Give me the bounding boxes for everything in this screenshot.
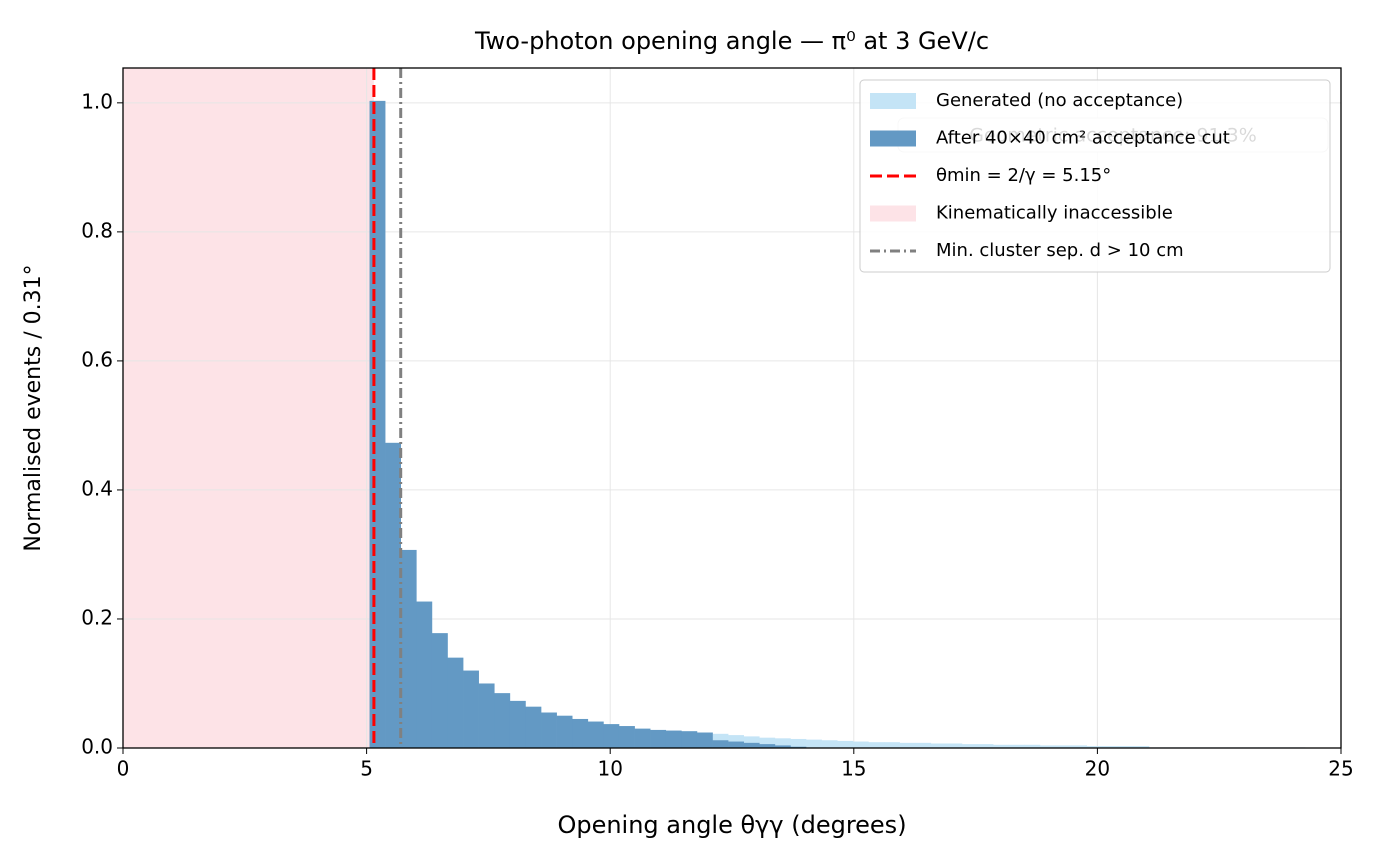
y-tick-label: 0.2 — [81, 605, 113, 629]
histogram-bar — [790, 738, 807, 748]
histogram-bar — [899, 742, 916, 748]
legend-label: Kinematically inaccessible — [936, 203, 1173, 224]
histogram-bar — [369, 100, 386, 749]
histogram-bar — [541, 712, 557, 748]
x-axis-label: Opening angle θγγ (degrees) — [557, 811, 906, 839]
x-tick-label: 20 — [1085, 757, 1110, 781]
y-tick-label: 0.6 — [81, 347, 113, 371]
histogram-bar — [618, 726, 635, 748]
legend-swatch — [870, 130, 916, 147]
histogram-bar — [665, 730, 682, 748]
y-axis-label: Normalised events / 0.31° — [21, 264, 46, 551]
histogram-bar — [572, 718, 589, 748]
histogram-bar — [884, 742, 900, 748]
x-tick-label: 0 — [117, 757, 130, 781]
histogram-bar — [743, 736, 760, 748]
histogram-bar — [509, 700, 526, 748]
y-tick-label: 0.0 — [81, 735, 113, 759]
histogram-bar — [728, 741, 744, 748]
histogram-bar — [837, 740, 854, 748]
chart-title: Two-photon opening angle — π⁰ at 3 GeV/c — [474, 27, 989, 55]
legend-box — [859, 79, 1331, 273]
plot-frame — [122, 67, 1342, 749]
histogram-bar — [1039, 745, 1056, 748]
histogram-bar — [587, 721, 604, 748]
histogram-bar — [821, 740, 838, 748]
histogram-bar — [416, 601, 433, 748]
shaded-region — [123, 68, 374, 748]
histogram-bar — [696, 732, 713, 748]
histogram-bar — [1086, 746, 1103, 748]
histogram-bar — [961, 744, 978, 748]
histogram-bar — [759, 737, 776, 748]
histogram-bar — [634, 728, 651, 748]
histogram-bar — [603, 724, 620, 748]
legend-label: Min. cluster sep. d > 10 cm — [936, 240, 1184, 261]
histogram-bar — [431, 633, 448, 748]
legend-label: θmin = 2/γ = 5.15° — [936, 165, 1111, 186]
x-tick-label: 25 — [1328, 757, 1353, 781]
histogram-bar — [1133, 746, 1150, 748]
histogram-bar — [463, 670, 479, 748]
histogram-bar — [494, 693, 511, 748]
histogram-bar — [852, 741, 869, 748]
histogram-bar — [1055, 745, 1072, 748]
legend-label: After 40×40 cm² acceptance cut — [936, 128, 1230, 149]
histogram-bar — [447, 657, 464, 748]
histogram-bar — [712, 740, 729, 748]
y-tick-label: 1.0 — [81, 89, 113, 113]
y-tick-label: 0.8 — [81, 218, 113, 242]
histogram-bar — [525, 706, 542, 748]
histogram-bar — [743, 742, 760, 748]
histogram-bar — [650, 729, 667, 748]
histogram-bar — [1102, 746, 1119, 748]
histogram-bar — [1071, 745, 1087, 748]
histogram-bar — [774, 738, 791, 748]
histogram-bar — [915, 742, 932, 748]
histogram-bar — [400, 549, 417, 748]
histogram-bar — [1008, 744, 1025, 748]
histogram-bar — [774, 745, 791, 748]
histogram-bar — [977, 744, 994, 748]
x-tick-label: 5 — [360, 757, 373, 781]
histogram-bar — [946, 743, 963, 748]
histogram-bar — [681, 731, 698, 748]
x-tick-label: 15 — [841, 757, 866, 781]
legend-swatch — [870, 93, 916, 109]
legend-swatch — [870, 205, 916, 222]
x-tick-label: 10 — [597, 757, 622, 781]
histogram-bar — [1117, 746, 1134, 748]
histogram-bar — [1024, 744, 1041, 748]
histogram-bar — [868, 742, 885, 748]
histogram-bar — [806, 739, 822, 748]
histogram-bar — [759, 744, 776, 748]
histogram-bar — [930, 743, 947, 748]
histogram-bar — [993, 744, 1010, 748]
histogram-bar — [556, 715, 573, 748]
y-tick-label: 0.4 — [81, 476, 113, 500]
histogram-bar — [478, 683, 495, 748]
legend-label: Generated (no acceptance) — [936, 90, 1183, 111]
histogram-bar — [385, 442, 402, 748]
